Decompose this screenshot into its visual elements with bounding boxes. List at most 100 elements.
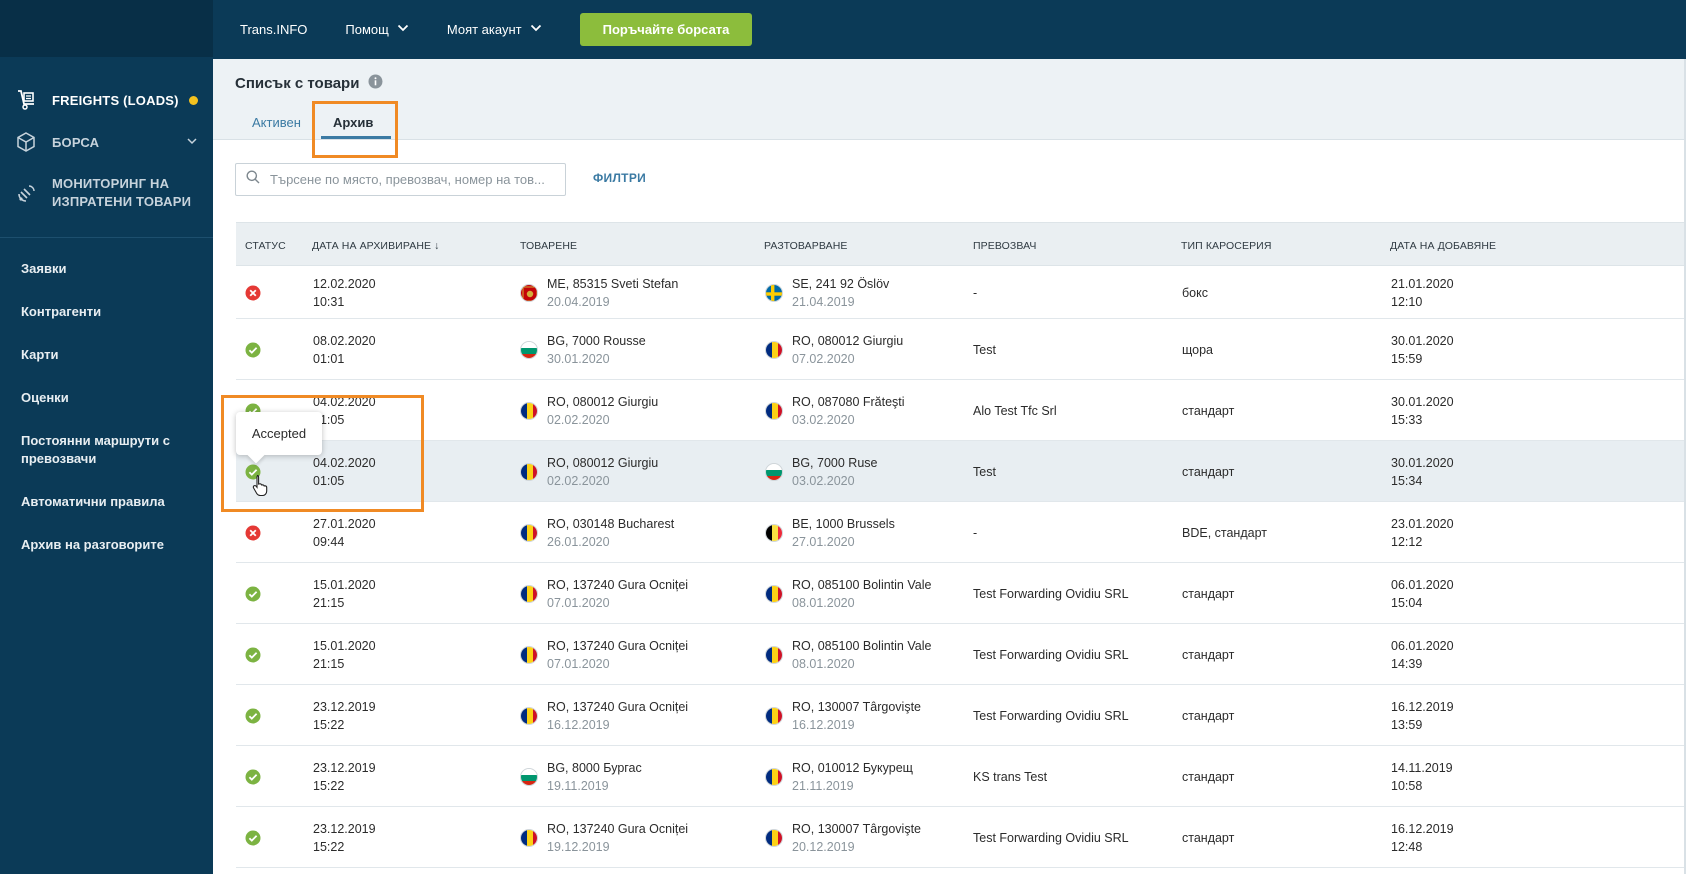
sidebar-item-contractors[interactable]: Контрагенти [21, 304, 102, 319]
table-row[interactable]: 04.02.2020 01:05 RO, 080012 Giurgiu 02.02.2… [236, 380, 1686, 441]
table-row[interactable]: 04.02.2020 01:05 RO, 080012 Giurgiu 02.02.2… [236, 441, 1686, 502]
sidebar-item-automatic-rules[interactable]: Автоматични правила [21, 494, 165, 509]
accepted-status-icon[interactable] [245, 830, 261, 846]
col-loading[interactable]: ТОВАРЕНЕ [520, 240, 578, 252]
module-freights[interactable]: FREIGHTS (LOADS) [0, 79, 213, 121]
tab-archive[interactable]: Архив [333, 115, 374, 130]
added-date-cell: 30.01.2020 15:59 [1391, 334, 1454, 366]
col-added-date[interactable]: ДАТА НА ДОБАВЯНЕ [1390, 240, 1497, 252]
nav-help[interactable]: Помощ [345, 22, 408, 37]
accepted-status-icon[interactable] [245, 708, 261, 724]
added-date-cell: 06.01.2020 14:39 [1391, 639, 1454, 671]
flag-be-icon [765, 524, 783, 542]
carrier-cell: - [973, 526, 978, 540]
flag-ro-icon [765, 402, 783, 420]
sidebar-item-ratings[interactable]: Оценки [21, 390, 69, 405]
flag-ro-icon [765, 768, 783, 786]
sidebar-modules: FREIGHTS (LOADS) БОРСА МОНИТОРИНГ НА ИЗП… [0, 57, 213, 238]
archive-date-cell: 27.01.2020 09:44 [313, 517, 376, 549]
info-icon[interactable] [368, 74, 383, 93]
search-input[interactable] [270, 172, 560, 187]
table-row[interactable]: 27.01.2020 09:44 RO, 030148 Bucharest 26.01… [236, 502, 1686, 563]
nav-transinfo[interactable]: Trans.INFO [240, 22, 308, 37]
flag-me-icon [520, 284, 538, 302]
loading-cell: RO, 137240 Gura Ocniței 19.12.2019 [547, 822, 689, 854]
carrier-cell: - [973, 286, 978, 300]
carrier-cell: Test Forwarding Ovidiu SRL [973, 587, 1129, 601]
hand-cursor-icon [252, 474, 268, 501]
tab-active[interactable]: Активен [252, 115, 301, 130]
scrollbar-edge [1684, 59, 1686, 874]
chevron-down-icon [530, 22, 542, 37]
loading-cell: RO, 080012 Giurgiu 02.02.2020 [547, 456, 659, 488]
nav-my-account[interactable]: Моят акаунт [447, 22, 542, 37]
accepted-status-icon[interactable] [245, 342, 261, 358]
flag-bg-icon [765, 463, 783, 481]
unloading-cell: RO, 010012 Букурещ 21.11.2019 [792, 761, 913, 793]
table-header: СТАТУС ДАТА НА АРХИВИРАНЕ ↓ ТОВАРЕНЕ РАЗ… [236, 222, 1686, 266]
sidebar: FREIGHTS (LOADS) БОРСА МОНИТОРИНГ НА ИЗП… [0, 0, 213, 874]
col-status[interactable]: СТАТУС [245, 240, 286, 252]
flag-ro-icon [765, 585, 783, 603]
body-type-cell: стандарт [1182, 709, 1235, 723]
body-type-cell: стандарт [1182, 465, 1235, 479]
search-icon [246, 170, 260, 189]
body-type-cell: стандарт [1182, 648, 1235, 662]
sidebar-item-chat-archive[interactable]: Архив на разговорите [21, 537, 164, 552]
unloading-cell: RO, 130007 Târgovişte 20.12.2019 [792, 822, 922, 854]
loading-cell: RO, 137240 Gura Ocniței 16.12.2019 [547, 700, 689, 732]
loading-cell: BG, 7000 Rousse 30.01.2020 [547, 334, 646, 366]
added-date-cell: 06.01.2020 15:04 [1391, 578, 1454, 610]
table-row[interactable]: 23.12.2019 15:22 RO, 137240 Gura Ocniței 16… [236, 685, 1686, 746]
accepted-status-icon[interactable] [245, 769, 261, 785]
carrier-cell: Test [973, 465, 996, 479]
col-body-type[interactable]: ТИП КАРОСЕРИЯ [1181, 240, 1272, 252]
body-type-cell: стандарт [1182, 404, 1235, 418]
table-row[interactable]: 23.12.2019 15:22 BG, 8000 Бургас 19.11.2019… [236, 746, 1686, 807]
filters-button[interactable]: ФИЛТРИ [593, 171, 647, 185]
sidebar-item-permanent-routes[interactable]: Постоянни маршрути с превозвачи [21, 433, 171, 466]
archive-date-cell: 23.12.2019 15:22 [313, 761, 376, 793]
carrier-cell: Test [973, 343, 996, 357]
table-row[interactable]: 15.01.2020 21:15 RO, 137240 Gura Ocniței 07… [236, 624, 1686, 685]
rejected-status-icon[interactable] [245, 285, 261, 301]
archive-date-cell: 23.12.2019 15:22 [313, 822, 376, 854]
module-freights-label: FREIGHTS (LOADS) [52, 92, 179, 108]
table-row[interactable]: 08.02.2020 01:01 BG, 7000 Rousse 30.01.2020… [236, 319, 1686, 380]
accepted-status-icon[interactable] [245, 647, 261, 663]
order-exchange-button[interactable]: Поръчайте борсата [579, 13, 753, 46]
freights-table: СТАТУС ДАТА НА АРХИВИРАНЕ ↓ ТОВАРЕНЕ РАЗ… [236, 222, 1686, 868]
col-carrier[interactable]: ПРЕВОЗВАЧ [973, 240, 1037, 252]
cube-icon [14, 130, 38, 154]
table-row[interactable]: 23.12.2019 15:22 RO, 137240 Gura Ocniței 19… [236, 807, 1686, 868]
page-title: Списък с товари [235, 74, 383, 93]
loading-cell: ME, 85315 Sveti Stefan 20.04.2019 [547, 277, 679, 309]
added-date-cell: 21.01.2020 12:10 [1391, 277, 1454, 309]
carrier-cell: KS trans Test [973, 770, 1048, 784]
unloading-cell: RO, 085100 Bolintin Vale 08.01.2020 [792, 639, 932, 671]
module-exchange[interactable]: БОРСА [0, 121, 213, 163]
tab-underline [321, 136, 391, 139]
unloading-cell: BG, 7000 Ruse 03.02.2020 [792, 456, 878, 488]
table-row[interactable]: 12.02.2020 10:31 ME, 85315 Sveti Stefan 20.… [236, 266, 1686, 319]
col-archive-date[interactable]: ДАТА НА АРХИВИРАНЕ ↓ [312, 240, 440, 252]
accepted-status-icon[interactable] [245, 586, 261, 602]
body-type-cell: стандарт [1182, 770, 1235, 784]
accepted-status-icon[interactable] [245, 464, 261, 480]
archive-date-cell: 12.02.2020 10:31 [313, 277, 376, 309]
sidebar-item-maps[interactable]: Карти [21, 347, 59, 362]
added-date-cell: 30.01.2020 15:34 [1391, 456, 1454, 488]
module-monitoring[interactable]: МОНИТОРИНГ НА ИЗПРАТЕНИ ТОВАРИ [0, 163, 213, 223]
rejected-status-icon[interactable] [245, 525, 261, 541]
added-date-cell: 30.01.2020 15:33 [1391, 395, 1454, 427]
flag-ro-icon [520, 646, 538, 664]
chevron-down-icon [186, 135, 198, 150]
sidebar-item-requests[interactable]: Заявки [21, 261, 67, 276]
unloading-cell: SE, 241 92 Öslöv 21.04.2019 [792, 277, 890, 309]
carrier-cell: Test Forwarding Ovidiu SRL [973, 709, 1129, 723]
unloading-cell: RO, 087080 Frăteşti 03.02.2020 [792, 395, 905, 427]
body-type-cell: бокс [1182, 286, 1208, 300]
sidebar-logo-area [0, 0, 213, 57]
col-unloading[interactable]: РАЗТОВАРВАНЕ [764, 240, 848, 252]
table-row[interactable]: 15.01.2020 21:15 RO, 137240 Gura Ocniței 07… [236, 563, 1686, 624]
